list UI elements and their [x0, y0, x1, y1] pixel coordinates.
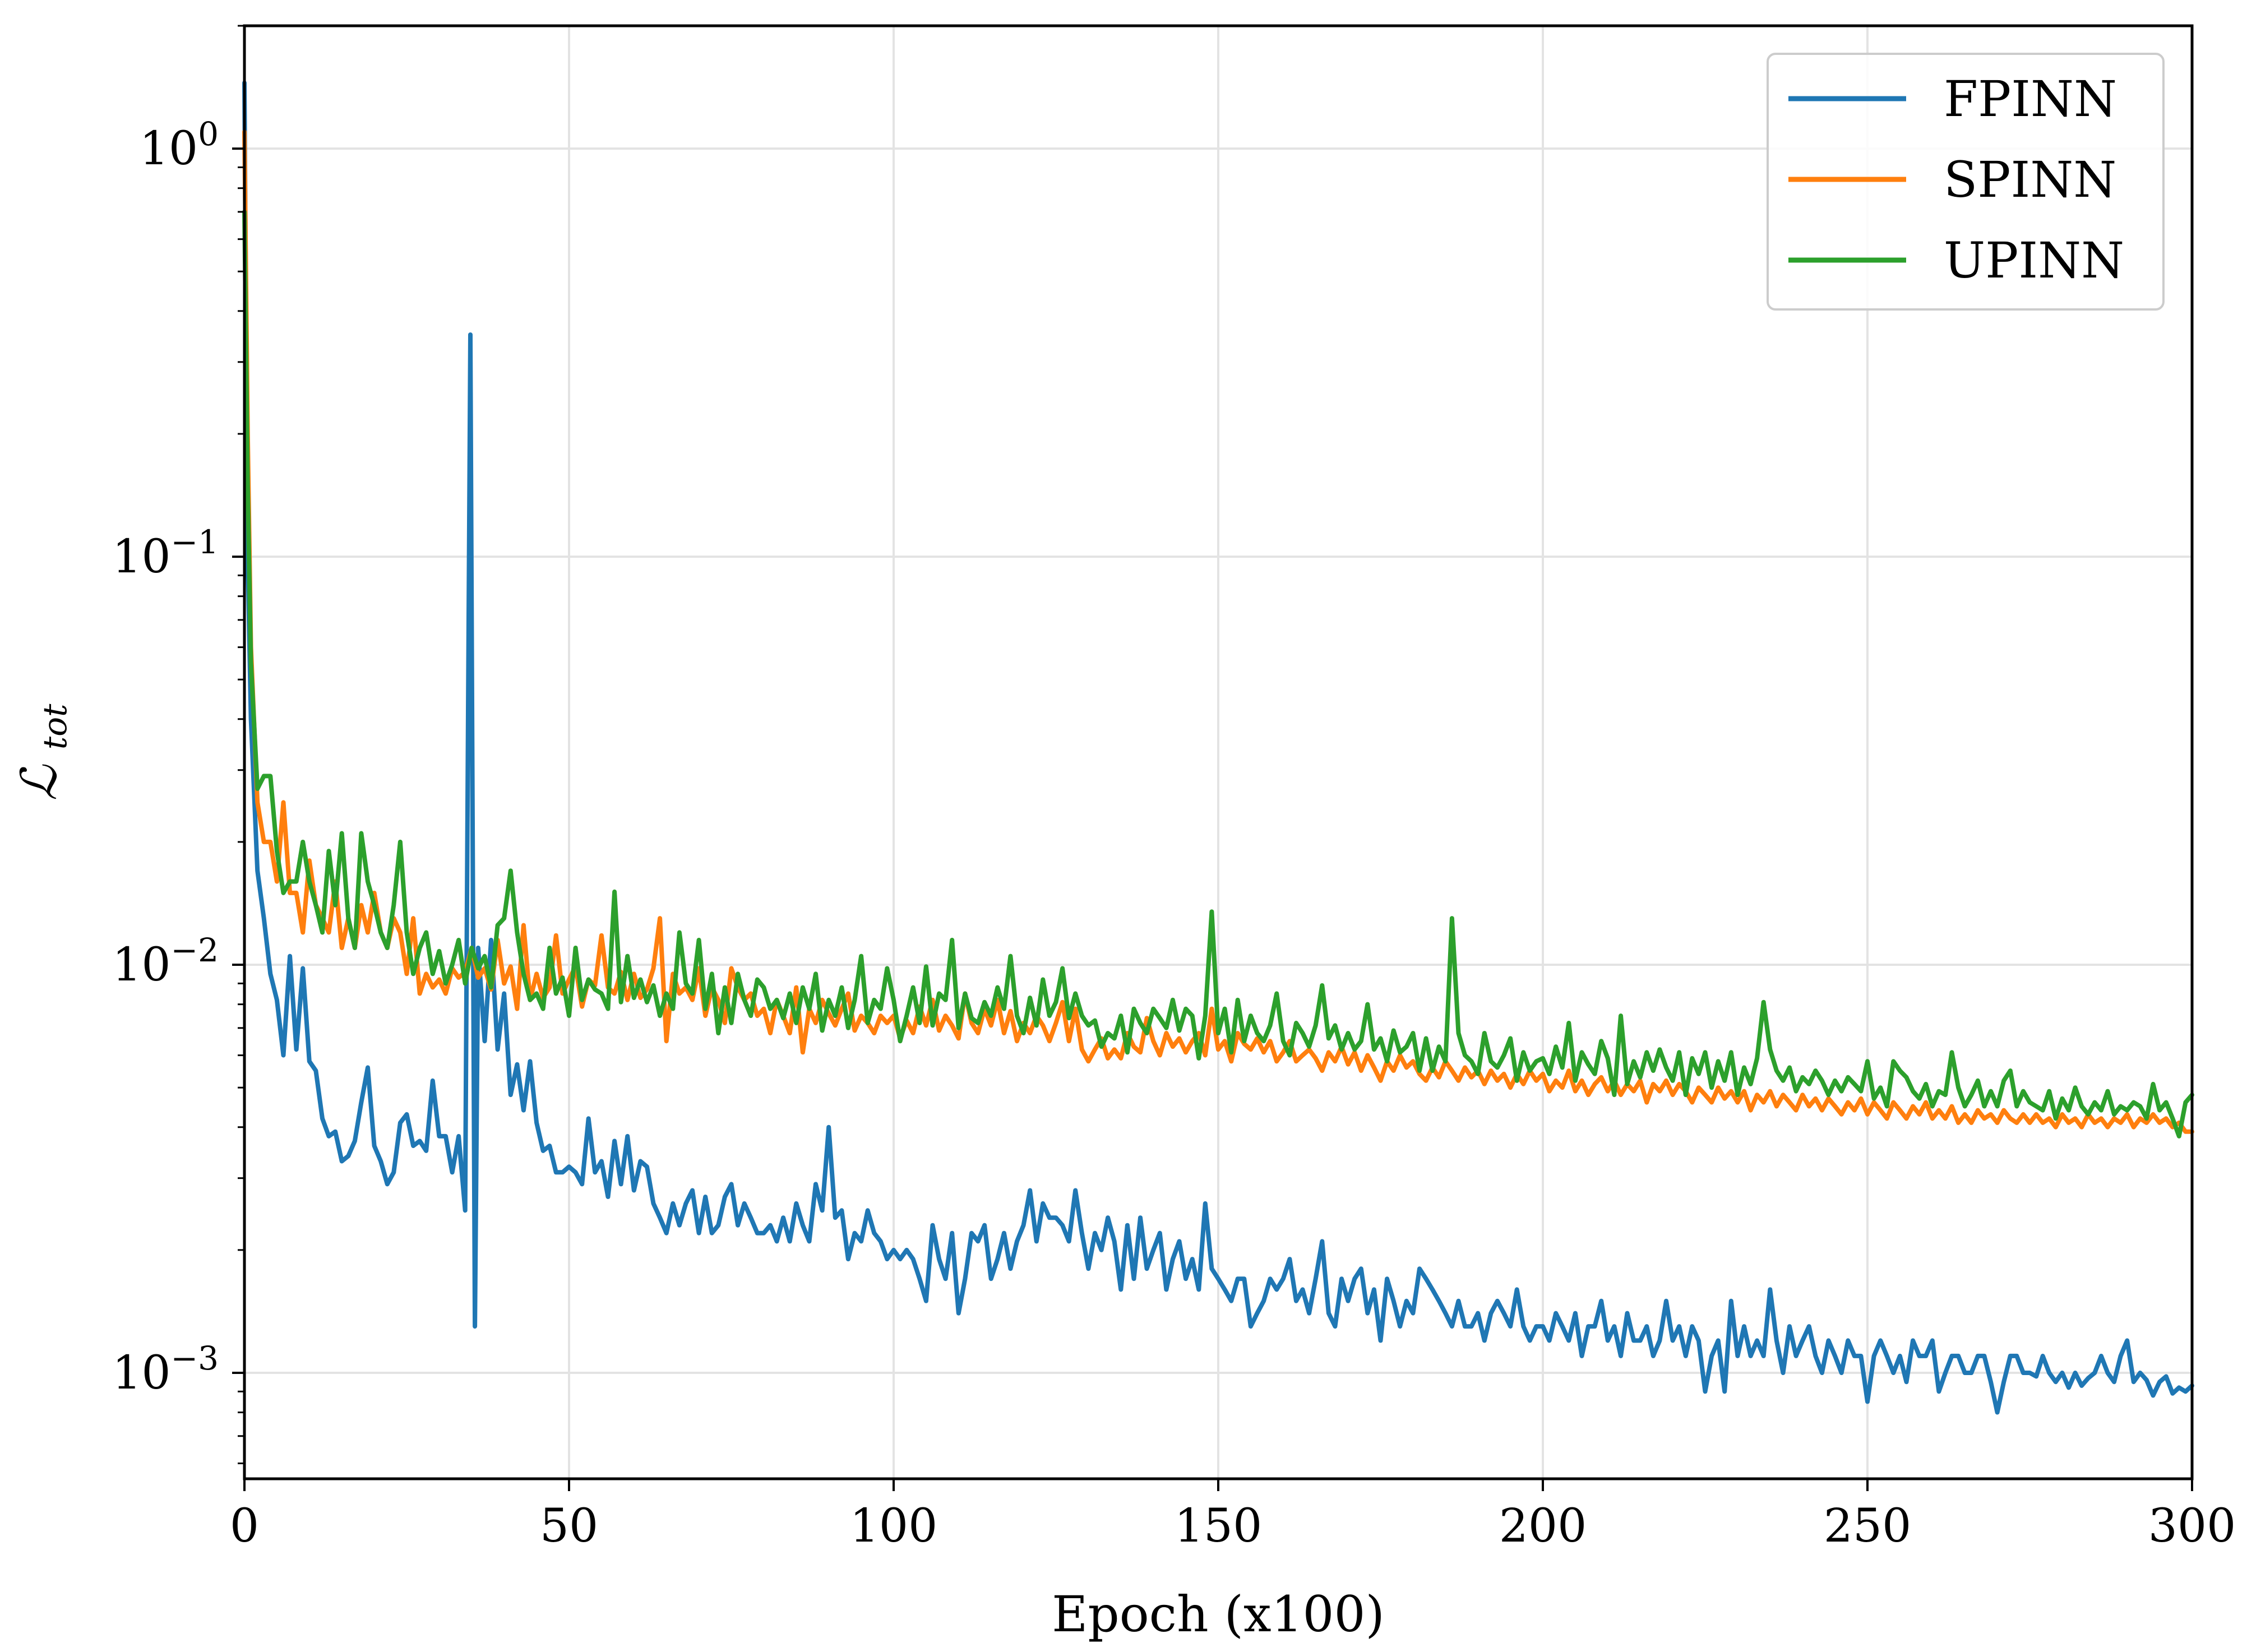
y-tick-label-1: 10−1 — [112, 523, 219, 584]
y-tick-label-3: 10−3 — [112, 1339, 219, 1400]
y-tick-label-exponent: −3 — [171, 1339, 219, 1377]
y-axis-title-main: ℒ — [10, 764, 68, 800]
x-tick-label-300: 300 — [2148, 1500, 2236, 1553]
y-tick-label-exponent: −2 — [171, 931, 219, 969]
y-tick-label-base: 10 — [112, 530, 170, 584]
series-line-upinn — [242, 209, 2194, 1139]
y-tick-label-exponent: 0 — [198, 115, 219, 153]
grid — [243, 26, 2193, 1479]
legend: FPINN SPINN UPINN — [1767, 53, 2165, 311]
series-lines — [242, 80, 2194, 1415]
x-tick-label-0: 0 — [230, 1500, 259, 1553]
y-tick-label-exponent: −1 — [171, 523, 219, 561]
y-tick-label-base: 10 — [112, 938, 170, 992]
x-axis-ticks: 0 50 100 150 200 250 300 — [230, 1479, 2236, 1553]
y-tick-label-base: 10 — [112, 1346, 170, 1400]
x-tick-label-200: 200 — [1499, 1500, 1587, 1553]
x-tick-label-50: 50 — [540, 1500, 598, 1553]
series-line-fpinn — [242, 80, 2194, 1415]
legend-label-fpinn: FPINN — [1944, 70, 2117, 128]
x-axis-title: Epoch (x100) — [1052, 1585, 1385, 1643]
legend-box — [1767, 53, 2165, 311]
y-tick-label-0: 100 — [140, 115, 219, 175]
y-tick-label-2: 10−2 — [112, 931, 219, 992]
y-tick-label-base: 10 — [140, 122, 198, 175]
y-axis-title-subscript: tot — [36, 704, 74, 749]
legend-label-upinn: UPINN — [1944, 232, 2124, 289]
x-tick-label-100: 100 — [850, 1500, 938, 1553]
y-axis-title: ℒ tot — [10, 704, 74, 801]
x-tick-label-150: 150 — [1175, 1500, 1263, 1553]
legend-label-spinn: SPINN — [1944, 151, 2116, 209]
x-tick-label-250: 250 — [1824, 1500, 1912, 1553]
